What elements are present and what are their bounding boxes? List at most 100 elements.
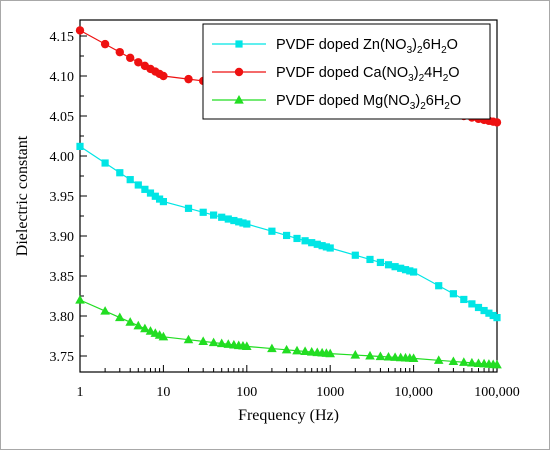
legend-label: PVDF doped Ca(NO3)24H2O xyxy=(276,65,460,84)
x-tick-label: 10,000 xyxy=(394,385,433,400)
data-point xyxy=(435,282,443,290)
legend-subscript: 2 xyxy=(444,101,450,112)
legend-subscript: 2 xyxy=(417,45,423,56)
data-point xyxy=(366,255,374,264)
x-tick-label: 100 xyxy=(236,385,257,400)
data-point xyxy=(492,118,502,127)
data-point xyxy=(151,192,159,200)
data-point xyxy=(158,331,169,341)
data-point xyxy=(141,185,149,193)
legend-subscript: 2 xyxy=(420,101,426,112)
data-point xyxy=(101,159,109,167)
data-point xyxy=(325,348,335,358)
data-point xyxy=(308,239,316,247)
data-point xyxy=(410,268,418,276)
data-point xyxy=(351,251,359,259)
data-point xyxy=(183,334,194,344)
data-point xyxy=(184,204,193,212)
data-point xyxy=(75,295,85,304)
data-point xyxy=(383,351,394,361)
legend-label: PVDF doped Mg(NO3)26H2O xyxy=(276,93,461,112)
data-point xyxy=(365,350,375,360)
data-point xyxy=(115,47,124,57)
y-tick-label: 4.00 xyxy=(50,150,75,165)
y-axis-title: Dielectric constant xyxy=(14,135,31,256)
data-point xyxy=(350,350,361,359)
data-point xyxy=(267,343,277,353)
data-point xyxy=(449,290,457,298)
data-point xyxy=(493,314,501,322)
x-tick-label: 100,000 xyxy=(474,385,520,400)
legend-subscript: 3 xyxy=(410,101,416,112)
data-point xyxy=(134,58,143,67)
legend-text-part: PVDF doped Ca(NO xyxy=(276,65,408,81)
data-point xyxy=(184,74,193,84)
legend-text-part: ) xyxy=(412,37,417,53)
data-point xyxy=(433,355,444,364)
data-point xyxy=(125,317,136,326)
legend-text-part: O xyxy=(448,65,459,81)
data-point xyxy=(489,311,497,320)
y-axis: 3.75 3.80 3.85 3.90 3.95 4.00 4.05 4.10 4.15 xyxy=(50,30,87,365)
data-point xyxy=(159,71,168,81)
data-point xyxy=(159,198,167,206)
data-point xyxy=(100,39,110,49)
data-point xyxy=(199,208,207,216)
data-point xyxy=(140,323,150,333)
data-point xyxy=(326,244,334,252)
series-square xyxy=(76,142,501,322)
legend-item: PVDF doped Zn(NO3)26H2O xyxy=(212,37,458,56)
legend-text-part: PVDF doped Zn(NO xyxy=(276,37,407,53)
legend-text-part: ) xyxy=(414,65,419,81)
data-point xyxy=(281,344,292,354)
data-point xyxy=(230,216,238,225)
data-point xyxy=(376,258,385,267)
data-point xyxy=(282,231,291,240)
data-point xyxy=(126,53,135,63)
y-tick-label: 3.95 xyxy=(50,190,75,205)
data-point xyxy=(492,359,502,369)
legend-subscript: 3 xyxy=(408,73,414,84)
data-point xyxy=(146,189,155,197)
data-point xyxy=(480,306,488,315)
data-point xyxy=(448,356,459,366)
data-point xyxy=(391,263,399,271)
x-tick-label: 1000 xyxy=(316,385,344,400)
data-point xyxy=(318,242,326,250)
data-point xyxy=(293,234,301,243)
legend-item: PVDF doped Ca(NO3)24H2O xyxy=(212,65,460,84)
data-point xyxy=(313,240,321,248)
data-point xyxy=(300,346,310,356)
data-point xyxy=(239,219,247,227)
data-point xyxy=(114,312,125,322)
legend-subscript: 2 xyxy=(419,73,425,84)
data-point xyxy=(384,261,393,269)
legend-subscript: 2 xyxy=(443,73,449,84)
legend-text-part: 6H xyxy=(423,37,442,53)
data-point xyxy=(459,357,469,366)
y-tick-label: 3.85 xyxy=(50,270,75,285)
data-point xyxy=(401,266,410,274)
x-tick-label: 10 xyxy=(156,385,170,400)
data-point xyxy=(198,336,208,345)
legend-text-part: ) xyxy=(415,93,420,109)
legend-text-part: PVDF doped Mg(NO xyxy=(276,93,410,109)
data-point xyxy=(242,341,252,350)
legend-label: PVDF doped Zn(NO3)26H2O xyxy=(276,37,458,56)
legend-text-part: O xyxy=(450,93,461,109)
data-point xyxy=(460,295,468,304)
legend-text-part: O xyxy=(447,37,458,53)
data-point xyxy=(100,306,110,315)
y-tick-label: 3.80 xyxy=(50,310,75,325)
data-point xyxy=(397,264,405,272)
legend-item: PVDF doped Mg(NO3)26H2O xyxy=(212,93,461,112)
data-point xyxy=(126,176,134,184)
series-triangle xyxy=(75,295,502,369)
legend-text-part: 4H xyxy=(424,65,443,81)
legend-subscript: 2 xyxy=(441,45,447,56)
data-point xyxy=(292,345,302,355)
data-point xyxy=(116,169,124,177)
x-axis-title: Frequency (Hz) xyxy=(238,407,339,424)
y-tick-label: 4.15 xyxy=(50,30,75,45)
